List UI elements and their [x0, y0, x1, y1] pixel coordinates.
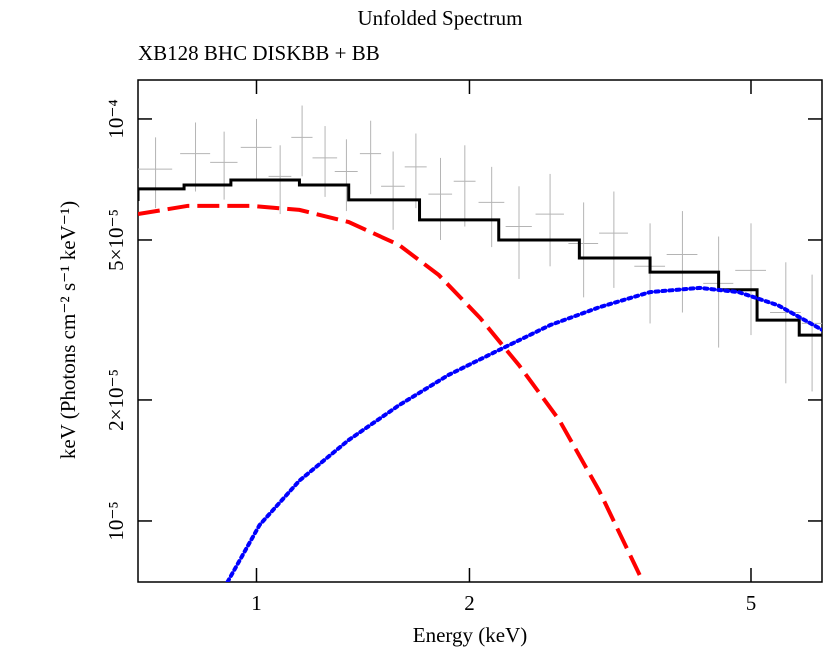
plot [138, 105, 822, 582]
x-tick-label: 2 [464, 591, 475, 615]
y-tick-label: 10⁻⁵ [104, 501, 128, 540]
y-tick-label: 10⁻⁴ [104, 99, 128, 138]
model-curve [138, 178, 822, 337]
model-curve [138, 203, 642, 576]
plot-frame [137, 79, 823, 583]
chart-subtitle: XB128 BHC DISKBB + BB [138, 41, 380, 65]
x-tick-label: 1 [251, 591, 262, 615]
model-curve [225, 285, 822, 582]
y-tick-label: 5×10⁻⁵ [104, 209, 128, 271]
y-axis-label: keV (Photons cm⁻² s⁻¹ keV⁻¹) [56, 201, 80, 459]
y-tick-label: 2×10⁻⁵ [104, 369, 128, 431]
x-axis-label: Energy (keV) [413, 623, 528, 647]
chart-title: Unfolded Spectrum [357, 6, 522, 30]
x-tick-label: 5 [746, 591, 757, 615]
